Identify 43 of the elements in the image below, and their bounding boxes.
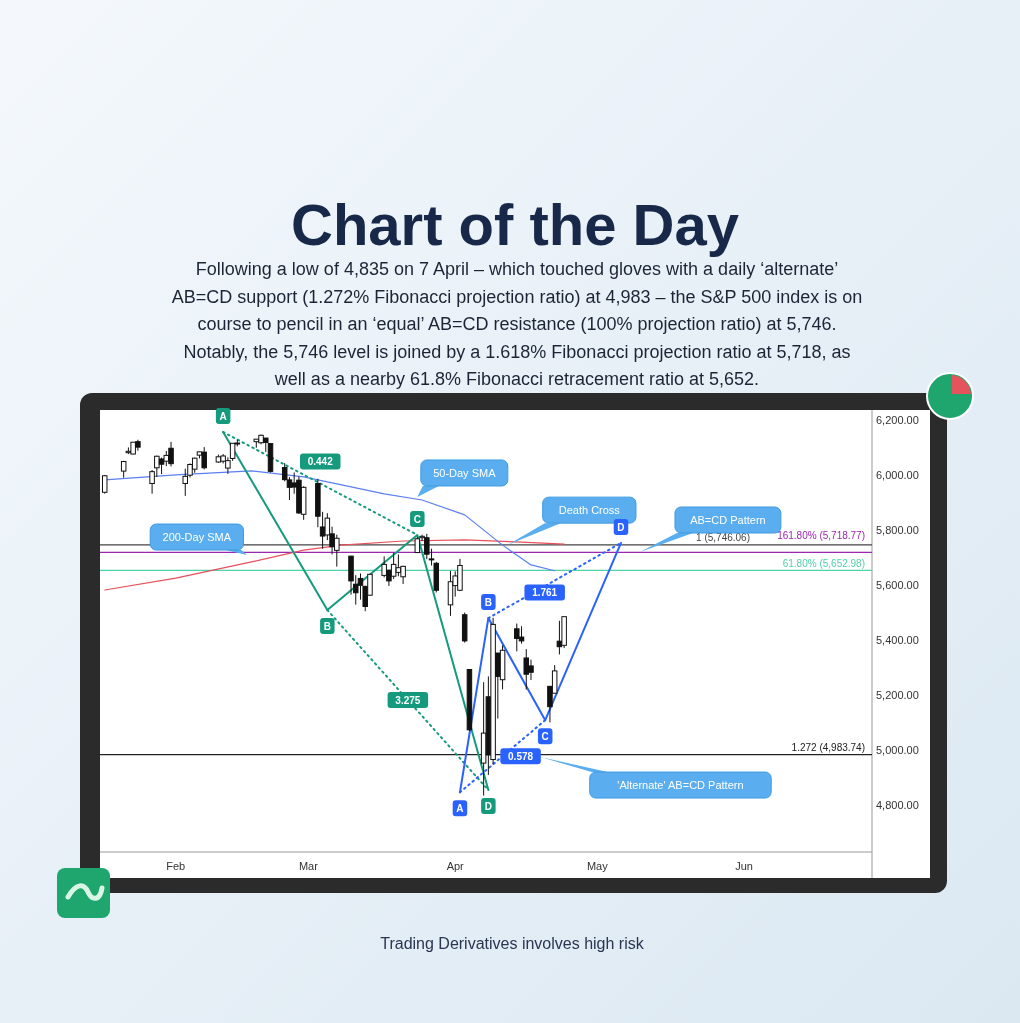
annotation: 50-Day SMA [433, 466, 497, 479]
series-label: 3.275 [395, 695, 421, 707]
y-tick-label: 6,200.00 [876, 413, 919, 426]
series-label: 1.761 [532, 587, 558, 599]
candlestick [395, 553, 402, 577]
candlestick [390, 552, 397, 580]
chart-subtitle: Following a low of 4,835 on 7 April – which touched gloves with a daily ‘alternate’ AB=CD support (1.272% Fibonacci projection ratio) at 4,983 – the S&P 500 index is on course to pencil in an ‘equal’ AB=CD resistance (100% projection ratio) at 5,746. Notably, the 5,746 level is joined by a 1.618% Fibonacci projection ratio at 5,718, as well as a nearby 61.8% Fibonacci retracement ratio at 5,652. [171, 259, 863, 389]
chart-title: Chart of the Day [291, 192, 739, 257]
annotation: D [617, 521, 625, 533]
annotation: 200-Day SMA [162, 531, 232, 544]
ref-line-label: 61.80% (5,652.98) [782, 558, 865, 570]
ref-line-label: 1.272 (4,983.74) [791, 741, 865, 753]
y-tick-label: 5,600.00 [876, 579, 919, 592]
annotation: Death Cross [558, 504, 621, 517]
x-tick-label: Jun [735, 860, 753, 872]
x-tick-label: Mar [298, 860, 319, 872]
annotation: A [456, 803, 464, 815]
x-tick-label: Apr [446, 860, 465, 872]
x-tick-label: Feb [166, 860, 186, 872]
annotation: D [484, 801, 492, 813]
annotation: B [323, 621, 331, 633]
candlestick [447, 570, 454, 617]
annotation: B [484, 597, 492, 609]
ref-line-label: 1 (5,746.06) [696, 531, 750, 543]
annotation: A [219, 411, 227, 423]
candlestick [149, 469, 155, 495]
annotation: C [541, 731, 549, 743]
y-tick-label: 5,800.00 [876, 523, 919, 536]
y-tick-label: 5,400.00 [876, 634, 919, 647]
annotation: 'Alternate' AB=CD Pattern [617, 779, 744, 792]
y-tick-label: 4,800.00 [876, 799, 919, 812]
y-tick-label: 5,200.00 [876, 689, 919, 702]
x-tick-label: May [586, 860, 609, 872]
series-label: 0.578 [508, 751, 534, 763]
candlestick [201, 446, 207, 470]
ref-line-label: 161.80% (5,718.77) [777, 530, 865, 542]
candlestick [523, 648, 530, 691]
y-tick-label: 5,000.00 [876, 744, 919, 757]
series-label: 0.442 [307, 456, 334, 468]
y-tick-label: 6,000.00 [876, 468, 919, 481]
text: Trading Derivatives involves high risk [380, 935, 645, 952]
annotation: AB=CD Pattern [690, 514, 766, 527]
annotation: C [413, 513, 421, 525]
